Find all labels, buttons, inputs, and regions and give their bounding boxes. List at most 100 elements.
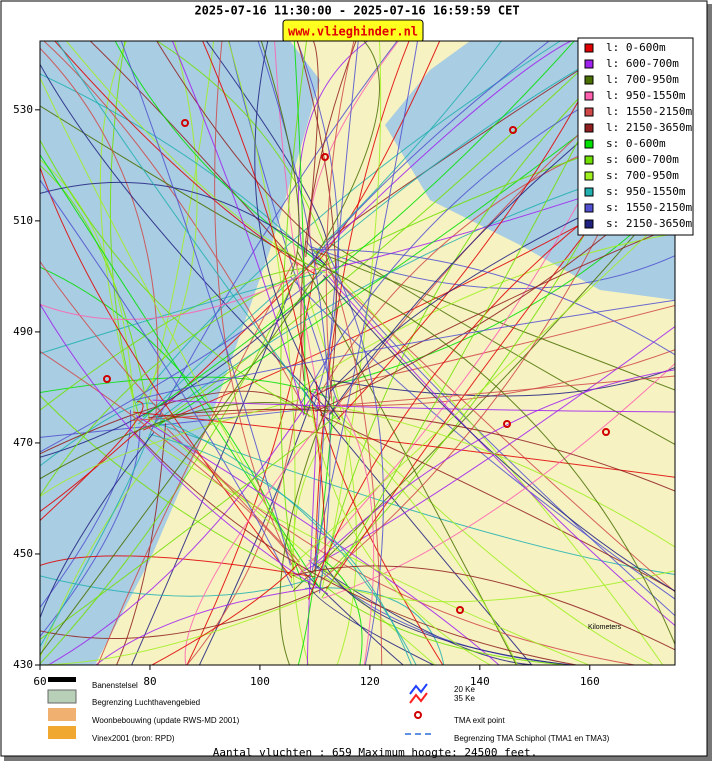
flight-track bbox=[40, 272, 323, 453]
flight-track bbox=[40, 167, 292, 579]
flight-track bbox=[304, 573, 408, 665]
legend-label: s: 700-950m bbox=[606, 169, 679, 182]
legend-label: l: 600-700m bbox=[606, 57, 679, 70]
flight-track bbox=[296, 250, 517, 665]
flight-track bbox=[318, 41, 638, 588]
flight-track bbox=[254, 41, 341, 421]
flight-track bbox=[324, 565, 570, 665]
land bbox=[95, 41, 675, 665]
flight-track bbox=[274, 41, 321, 402]
flight-track bbox=[310, 41, 380, 266]
flight-track bbox=[306, 41, 550, 268]
flight-track bbox=[40, 257, 330, 655]
flight-track bbox=[186, 249, 318, 665]
runways-icon bbox=[48, 677, 76, 682]
legend-label: l: 2150-3650m bbox=[606, 121, 692, 134]
legend-swatch bbox=[584, 107, 594, 117]
legend-swatch bbox=[584, 123, 594, 133]
flight-track bbox=[40, 432, 155, 618]
tma-exit-point bbox=[321, 153, 329, 161]
flight-track bbox=[40, 555, 315, 578]
vinex-icon bbox=[48, 726, 76, 739]
flight-track bbox=[95, 586, 321, 665]
map bbox=[40, 41, 675, 665]
flight-track bbox=[300, 233, 675, 390]
flight-track bbox=[120, 41, 291, 566]
legend-box bbox=[577, 37, 694, 236]
map-legend-item: Begrenzing TMA Schiphol (TMA1 en TMA3) bbox=[454, 734, 610, 743]
map-legend-item: Woonbebouwing (update RWS-MD 2001) bbox=[92, 716, 240, 725]
flight-track bbox=[40, 267, 316, 320]
flight-track bbox=[312, 248, 664, 665]
flight-track bbox=[311, 41, 502, 256]
flight-track bbox=[322, 363, 675, 599]
flight-track bbox=[56, 41, 316, 408]
flight-track bbox=[323, 245, 384, 665]
flight-track bbox=[171, 41, 305, 416]
flight-track bbox=[257, 41, 331, 594]
flight-track bbox=[293, 208, 675, 566]
flight-track bbox=[40, 350, 309, 581]
flight-track bbox=[292, 565, 675, 651]
legend-swatch bbox=[584, 155, 594, 165]
airport-icon bbox=[47, 689, 77, 704]
link[interactable]: www.vlieghinder.nl bbox=[288, 25, 418, 39]
map-legend-item: Begrenzing Luchthavengebied bbox=[92, 698, 200, 707]
flight-track bbox=[40, 105, 316, 269]
flight-track bbox=[307, 387, 491, 665]
flight-track bbox=[40, 261, 300, 563]
flight-track bbox=[329, 242, 675, 445]
flight-track bbox=[314, 41, 410, 586]
flight-track bbox=[146, 437, 589, 665]
legend-swatch bbox=[584, 219, 594, 229]
flight-track bbox=[40, 398, 303, 497]
flight-track bbox=[322, 274, 675, 592]
flight-track bbox=[40, 596, 310, 665]
flight-track bbox=[40, 47, 159, 418]
flight-track bbox=[325, 41, 355, 402]
flight-track bbox=[40, 412, 159, 647]
flight-track bbox=[40, 438, 169, 658]
flight-track bbox=[40, 159, 136, 438]
flight-track bbox=[40, 303, 329, 595]
flight-track bbox=[48, 388, 318, 665]
flight-track bbox=[304, 587, 445, 665]
plot-border bbox=[39, 40, 676, 666]
legend: l: 0-600m l: 600-700m l: 700-950m l: 950-15… bbox=[577, 37, 694, 236]
legend-swatch bbox=[584, 75, 594, 85]
x-tick-label: 120 bbox=[360, 675, 380, 688]
flight-track bbox=[318, 41, 441, 261]
flight-track bbox=[321, 41, 382, 588]
flight-track bbox=[320, 41, 571, 254]
scale-label: Kilometers bbox=[588, 624, 622, 631]
legend-label: l: 700-950m bbox=[606, 73, 679, 86]
flight-track bbox=[325, 407, 518, 665]
flight-track bbox=[327, 587, 567, 665]
flight-track bbox=[99, 41, 134, 401]
flight-track bbox=[133, 411, 675, 478]
flight-track bbox=[132, 299, 675, 401]
flight-track bbox=[184, 408, 333, 665]
legend-label: s: 600-700m bbox=[606, 153, 679, 166]
flight-track bbox=[305, 41, 319, 258]
map-legend-item: TMA exit point bbox=[454, 716, 505, 725]
flight-track bbox=[43, 41, 310, 418]
flight-track bbox=[40, 407, 321, 438]
x-tick-label: 140 bbox=[470, 675, 490, 688]
title: 2025-07-16 11:30:00 - 2025-07-16 16:59:5… bbox=[194, 4, 519, 18]
legend-swatch bbox=[584, 59, 594, 69]
flight-track bbox=[293, 41, 306, 413]
legend-swatch bbox=[584, 187, 594, 197]
legend-label: l: 1550-2150m bbox=[606, 105, 692, 118]
flight-track bbox=[40, 268, 304, 411]
flight-track bbox=[305, 240, 675, 617]
tma-exit-point bbox=[602, 428, 610, 436]
flight-track bbox=[202, 41, 326, 562]
tma-exit-point bbox=[181, 119, 189, 127]
flight-track bbox=[40, 252, 323, 512]
x-tick-label: 60 bbox=[33, 675, 46, 688]
flight-track bbox=[40, 64, 335, 417]
tma-exit-point bbox=[456, 606, 464, 614]
flight-track bbox=[300, 41, 357, 381]
